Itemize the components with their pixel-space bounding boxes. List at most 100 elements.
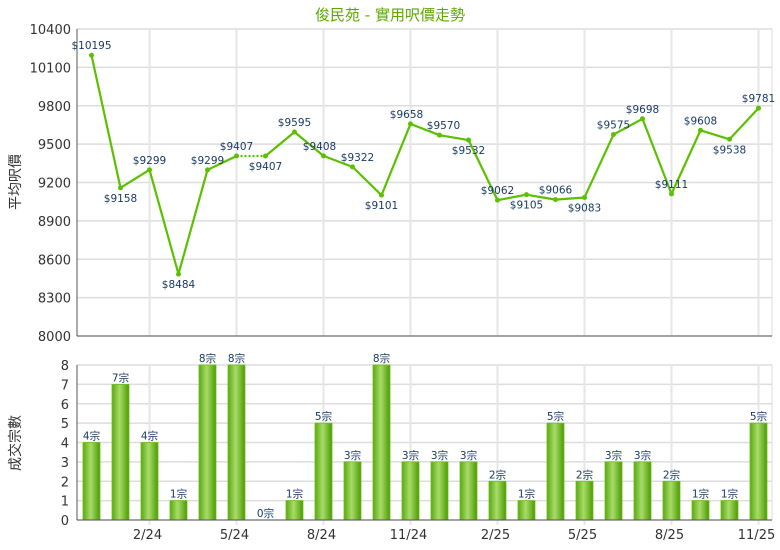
- bar: [662, 480, 681, 521]
- bar-label: 2宗: [663, 468, 680, 481]
- y-tick-label: 3: [61, 456, 69, 471]
- bar-label: 1宗: [286, 488, 303, 501]
- bar-label: 2宗: [576, 468, 593, 481]
- line-segment: [323, 154, 353, 168]
- bar-label: 7宗: [112, 371, 129, 384]
- bar: [198, 364, 217, 521]
- bar-label: 1宗: [170, 488, 187, 501]
- line-segment: [351, 166, 383, 196]
- x-tick-label: 8/24: [307, 528, 336, 543]
- line-segment: [583, 134, 615, 198]
- data-point: [495, 197, 500, 203]
- bar-label: 3宗: [431, 449, 448, 462]
- x-tick-label: 2/24: [133, 528, 162, 543]
- data-point: [321, 153, 326, 159]
- y-tick-label: 0: [61, 514, 69, 529]
- bar: [372, 364, 391, 521]
- bar: [691, 500, 710, 521]
- data-point: [147, 167, 152, 173]
- x-tick-label: 11/24: [390, 528, 427, 543]
- line-segment: [264, 131, 296, 157]
- data-label: $9570: [427, 120, 460, 132]
- line-segment: [641, 118, 673, 195]
- y-tick-label: 9500: [38, 138, 71, 153]
- line-segment: [728, 107, 760, 141]
- y-tick-label: 4: [61, 437, 69, 452]
- data-point: [611, 132, 616, 138]
- line-segment: [207, 155, 237, 171]
- y-tick-label: 5: [61, 417, 69, 432]
- bar: [140, 442, 159, 521]
- data-point: [756, 105, 761, 111]
- bar: [401, 461, 420, 521]
- bar: [546, 422, 565, 521]
- y-tick-label: 1: [61, 495, 69, 510]
- bar-label: 3宗: [634, 449, 651, 462]
- y-tick-label: 9800: [38, 100, 71, 115]
- data-label: $9322: [341, 152, 374, 164]
- data-point: [727, 136, 732, 142]
- data-point: [176, 271, 181, 277]
- bar: [82, 442, 101, 521]
- bar-label: 1宗: [518, 488, 535, 501]
- line-segment: [90, 54, 122, 189]
- line-segment: [410, 122, 440, 137]
- data-point: [118, 185, 123, 191]
- x-tick-label: 5/24: [220, 528, 249, 543]
- data-label: $9158: [104, 193, 137, 205]
- line-segment: [380, 123, 412, 196]
- data-label: $9595: [278, 117, 311, 129]
- y-tick-label: 8600: [38, 253, 71, 268]
- bar-label: 1宗: [721, 488, 738, 501]
- line-segment: [526, 193, 556, 201]
- bar: [488, 480, 507, 521]
- data-point: [379, 192, 384, 198]
- bar-label: 4宗: [141, 430, 158, 443]
- data-label: $9299: [133, 155, 166, 167]
- y-tick-label: 8900: [38, 215, 71, 230]
- data-point: [582, 194, 587, 200]
- bar-label: 8宗: [228, 352, 245, 365]
- data-label: $9066: [539, 185, 573, 197]
- x-tick-label: 5/25: [568, 528, 597, 543]
- bar-label: 8宗: [373, 352, 390, 365]
- bar: [430, 461, 449, 521]
- line-segment: [439, 134, 469, 142]
- bar: [633, 461, 652, 521]
- bar: [169, 500, 188, 521]
- x-tick-label: 11/25: [738, 528, 775, 543]
- bar-label: 3宗: [605, 449, 622, 462]
- line-segment: [119, 168, 151, 189]
- data-point: [205, 167, 210, 173]
- data-point: [669, 191, 674, 197]
- bar-label: 3宗: [460, 449, 477, 462]
- volume-y-axis-label: 成交宗數: [7, 415, 24, 471]
- bar: [720, 500, 739, 521]
- line-segment: [497, 193, 527, 202]
- line-segment: [555, 196, 585, 201]
- bar-label: 5宗: [315, 410, 332, 423]
- price-line-chart: 8000 8300 8600 8900 9200 9500 9800 10100 10400$1…: [30, 23, 776, 345]
- data-label: $8484: [162, 279, 196, 291]
- data-label: $9062: [481, 185, 514, 197]
- x-tick-label: 2/25: [481, 528, 510, 543]
- data-point: [698, 127, 703, 133]
- bar: [285, 500, 304, 521]
- data-point: [466, 137, 471, 143]
- data-label: $9532: [452, 145, 485, 157]
- data-label: $9111: [655, 179, 688, 191]
- data-point: [263, 153, 268, 159]
- bar-label: 3宗: [402, 449, 419, 462]
- data-label: $9083: [568, 202, 601, 214]
- price-y-axis-label: 平均呎價: [7, 154, 24, 210]
- bar: [111, 383, 130, 521]
- line-segment: [670, 129, 702, 195]
- data-label: $9101: [365, 200, 398, 212]
- y-tick-label: 10400: [30, 23, 71, 38]
- data-label: $9408: [303, 141, 336, 153]
- data-label: $9105: [510, 200, 543, 212]
- bar: [227, 364, 246, 521]
- bar-label: 4宗: [83, 430, 100, 443]
- bar: [749, 422, 768, 521]
